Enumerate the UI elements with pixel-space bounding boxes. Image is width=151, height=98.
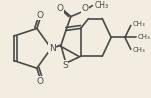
Text: N: N	[49, 44, 56, 53]
Text: O: O	[36, 11, 43, 20]
Text: CH₃: CH₃	[132, 47, 145, 53]
Text: CH₃: CH₃	[137, 34, 150, 40]
Text: O: O	[56, 4, 63, 13]
Text: O: O	[81, 4, 88, 13]
Text: CH₃: CH₃	[132, 21, 145, 28]
Text: S: S	[62, 61, 68, 70]
Text: O: O	[36, 77, 43, 86]
Text: CH₃: CH₃	[94, 1, 108, 10]
